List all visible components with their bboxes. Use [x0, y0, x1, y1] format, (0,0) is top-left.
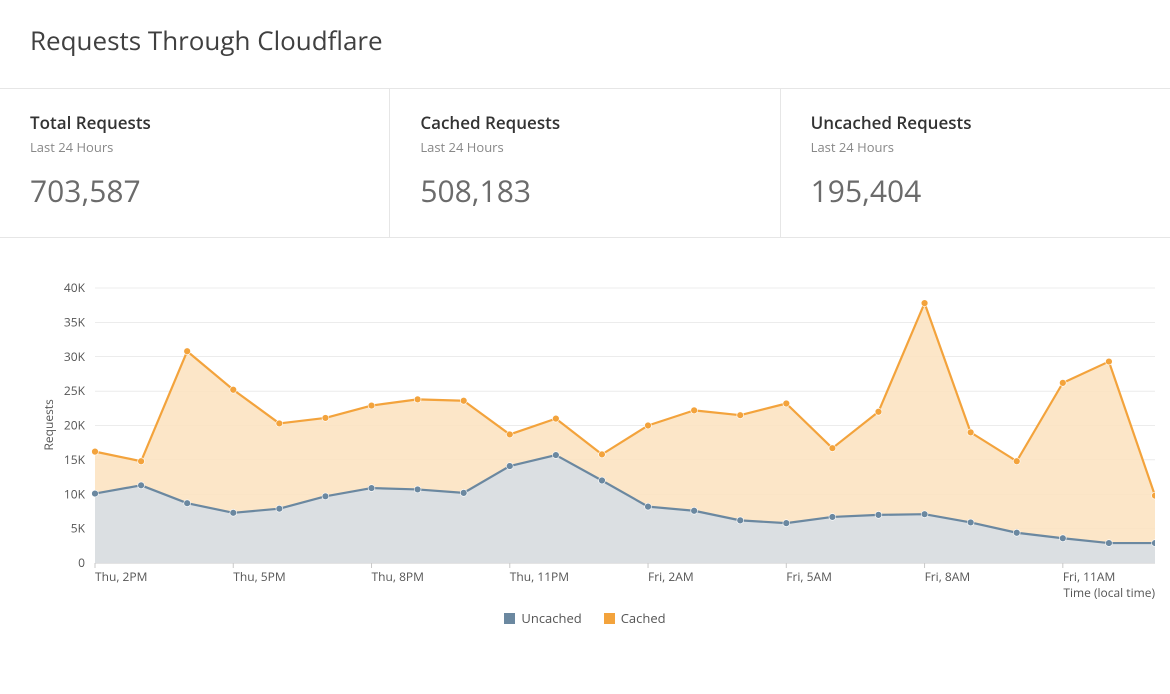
legend-label: Uncached — [521, 609, 581, 627]
svg-text:Fri, 8AM: Fri, 8AM — [925, 568, 971, 585]
svg-text:Fri, 2AM: Fri, 2AM — [648, 568, 694, 585]
legend-swatch-icon — [604, 613, 615, 624]
svg-text:Time (local time): Time (local time) — [1063, 584, 1155, 601]
svg-text:Thu, 8PM: Thu, 8PM — [372, 568, 424, 585]
chart-legend: Uncached Cached — [0, 603, 1170, 627]
svg-text:35K: 35K — [64, 313, 86, 330]
svg-text:Requests: Requests — [40, 399, 57, 451]
legend-label: Cached — [621, 609, 666, 627]
chart-svg: 0 5K 10K 15K 20K 25K 30K 35K 40K Requests Thu, 2PM… — [15, 283, 1155, 603]
stat-value: 195,404 — [811, 170, 1140, 211]
svg-text:Thu, 11PM: Thu, 11PM — [510, 568, 569, 585]
svg-text:Thu, 5PM: Thu, 5PM — [233, 568, 285, 585]
svg-text:Fri, 5AM: Fri, 5AM — [786, 568, 832, 585]
legend-uncached: Uncached — [504, 609, 581, 627]
stat-value: 508,183 — [420, 170, 749, 211]
page-title: Requests Through Cloudflare — [0, 0, 1170, 88]
stat-total: Total Requests Last 24 Hours 703,587 — [0, 89, 390, 237]
svg-text:15K: 15K — [64, 451, 86, 468]
requests-chart: 0 5K 10K 15K 20K 25K 30K 35K 40K Requests Thu, 2PM… — [0, 238, 1170, 603]
svg-text:Thu, 2PM: Thu, 2PM — [95, 568, 147, 585]
stat-uncached: Uncached Requests Last 24 Hours 195,404 — [781, 89, 1170, 237]
stats-row: Total Requests Last 24 Hours 703,587 Cac… — [0, 88, 1170, 238]
svg-text:25K: 25K — [64, 382, 86, 399]
stat-title: Cached Requests — [420, 111, 749, 134]
svg-text:5K: 5K — [71, 520, 86, 537]
stat-sub: Last 24 Hours — [420, 138, 749, 156]
svg-text:40K: 40K — [64, 283, 86, 296]
stat-value: 703,587 — [30, 170, 359, 211]
svg-text:0: 0 — [78, 554, 85, 571]
svg-text:Fri, 11AM: Fri, 11AM — [1063, 568, 1115, 585]
svg-text:10K: 10K — [64, 485, 86, 502]
legend-cached: Cached — [604, 609, 666, 627]
svg-text:30K: 30K — [64, 348, 86, 365]
stat-title: Uncached Requests — [811, 111, 1140, 134]
legend-swatch-icon — [504, 613, 515, 624]
stat-title: Total Requests — [30, 111, 359, 134]
stat-sub: Last 24 Hours — [811, 138, 1140, 156]
stat-sub: Last 24 Hours — [30, 138, 359, 156]
stat-cached: Cached Requests Last 24 Hours 508,183 — [390, 89, 780, 237]
svg-text:20K: 20K — [64, 417, 86, 434]
